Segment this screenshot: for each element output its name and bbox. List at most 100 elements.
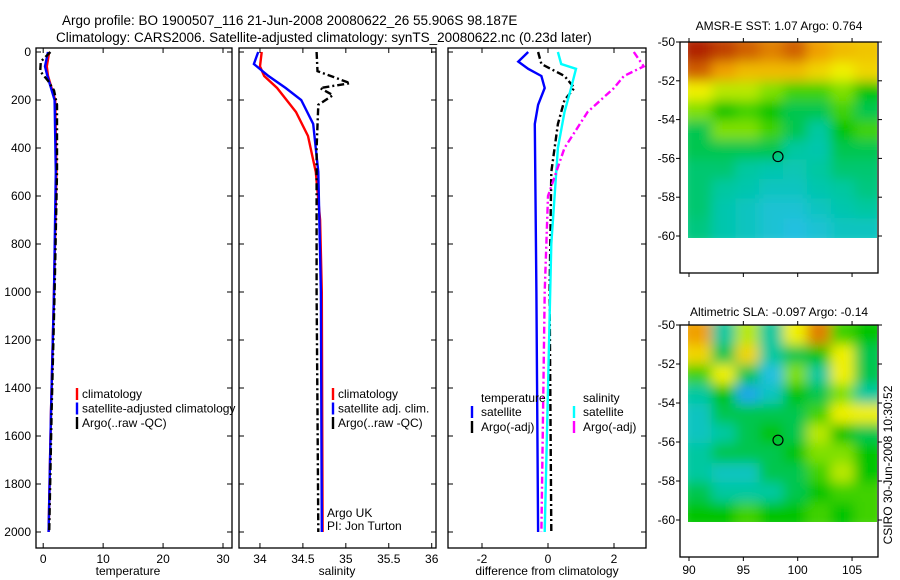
series-line-argo-raw-qc- [38, 51, 59, 533]
heatmap-cell [783, 364, 808, 386]
heatmap-cell [688, 81, 713, 102]
heatmap-cell [783, 120, 808, 141]
heatmap-cell [806, 325, 832, 346]
x-tick-label: 0 [545, 552, 552, 566]
y-tick-label: -52 [658, 74, 676, 88]
series-line-temperature-satellite [516, 51, 546, 533]
heatmap-cell [711, 100, 737, 122]
heatmap-cell [783, 81, 808, 102]
heatmap-cell [735, 120, 761, 141]
heatmap-cell [783, 462, 808, 484]
heatmap-cell [688, 100, 713, 122]
heatmap-cell [711, 344, 737, 366]
heatmap-cell [759, 179, 785, 200]
heatmap-cell [735, 325, 761, 346]
y-tick-label: 2000 [4, 525, 31, 539]
legend-label: Argo(..raw -QC) [338, 416, 423, 430]
heatmap-cell [806, 120, 832, 141]
heatmap-cell [830, 325, 856, 346]
heatmap-cell [806, 218, 832, 238]
heatmap-cell [806, 344, 832, 366]
heatmap-cell [759, 502, 785, 522]
heatmap-cell [854, 364, 877, 386]
heatmap-cell [783, 325, 808, 346]
heatmap-cell [735, 198, 761, 220]
heatmap-cell [854, 61, 877, 83]
heatmap [688, 42, 877, 238]
heatmap-cell [830, 218, 856, 238]
heatmap-cell [854, 100, 877, 122]
y-tick-label: -50 [658, 35, 676, 49]
heatmap-cell [830, 423, 856, 445]
sst_map-panel: AMSR-E SST: 1.07 Argo: 0.7649095100105-5… [658, 19, 882, 277]
y-tick-label: -60 [658, 513, 676, 527]
heatmap-cell [711, 384, 737, 405]
heatmap-cell [711, 423, 737, 445]
heatmap-cell [830, 179, 856, 200]
heatmap-cell [783, 423, 808, 445]
heatmap-cell [711, 179, 737, 200]
legend-label: Argo(..raw -QC) [82, 416, 167, 430]
x-tick-label: 95 [737, 563, 751, 577]
heatmap-cell [688, 403, 713, 425]
heatmap-cell [830, 482, 856, 504]
heatmap-cell [830, 403, 856, 425]
heatmap-cell [735, 384, 761, 405]
heatmap-cell [806, 384, 832, 405]
heatmap-cell [854, 42, 877, 63]
heatmap-cell [783, 179, 808, 200]
y-tick-label: -56 [658, 151, 676, 165]
heatmap-cell [688, 179, 713, 200]
heatmap-cell [783, 403, 808, 425]
heatmap-cell [783, 159, 808, 181]
x-tick-label: -2 [477, 552, 488, 566]
csiro-timestamp: CSIRO 30-Jun-2008 10:30:52 [881, 385, 895, 544]
heatmap-cell [783, 218, 808, 238]
legend-label: climatology [82, 387, 142, 401]
y-tick-label: 800 [11, 237, 31, 251]
heatmap-cell [688, 344, 713, 366]
heatmap-cell [735, 61, 761, 83]
y-tick-label: 1600 [4, 429, 31, 443]
figure-title-line2: Climatology: CARS2006. Satellite-adjuste… [56, 30, 592, 45]
heatmap-cell [854, 139, 877, 161]
heatmap-cell [854, 403, 877, 425]
heatmap-cell [783, 198, 808, 220]
legend-label: Argo(-adj) [481, 420, 534, 434]
heatmap-cell [688, 482, 713, 504]
heatmap-cell [711, 403, 737, 425]
heatmap-cell [688, 42, 713, 63]
float-owner-annotation: Argo UK [327, 506, 372, 520]
argo-float-location-marker [772, 150, 784, 163]
heatmap-cell [759, 198, 785, 220]
heatmap-cell [806, 443, 832, 464]
heatmap-cell [711, 139, 737, 161]
heatmap-cell [688, 502, 713, 522]
heatmap-cell [806, 42, 832, 63]
heatmap-cell [759, 462, 785, 484]
heatmap-cell [735, 218, 761, 238]
heatmap-cell [806, 61, 832, 83]
heatmap-cell [711, 42, 737, 63]
y-tick-label: -54 [658, 396, 676, 410]
heatmap-cell [759, 139, 785, 161]
heatmap-cell [830, 502, 856, 522]
legend-header: temperature [481, 391, 546, 405]
heatmap-cell [711, 198, 737, 220]
heatmap-cell [854, 482, 877, 504]
map-title: Altimetric SLA: -0.097 Argo: -0.14 [690, 305, 868, 319]
heatmap-cell [688, 61, 713, 83]
x-tick-label: 10 [96, 552, 110, 566]
argo-float-location-marker [772, 434, 784, 446]
axes-box [35, 47, 233, 549]
heatmap-cell [806, 502, 832, 522]
series-line-argo-raw-qc- [315, 51, 355, 533]
heatmap-cell [759, 443, 785, 464]
heatmap-cell [830, 344, 856, 366]
series-line-temperature-argo-adj- [536, 51, 576, 533]
series-line-salinity-satellite [543, 51, 578, 533]
figure-title-line1: Argo profile: BO 1900507_116 21-Jun-2008… [62, 13, 517, 28]
heatmap-cell [688, 384, 713, 405]
heatmap-cell [783, 482, 808, 504]
